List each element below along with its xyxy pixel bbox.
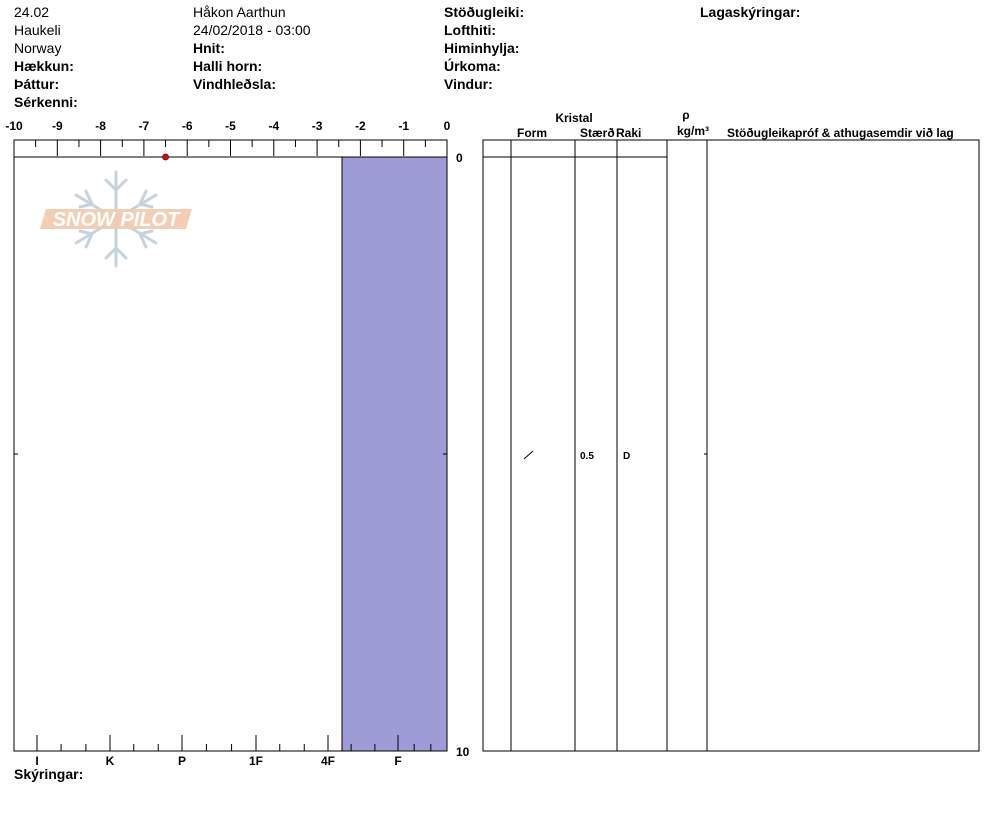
depth-axis: 0 10 (456, 151, 470, 759)
temp-tick-label: -6 (182, 119, 193, 133)
hardness-tick-label: 1F (249, 754, 263, 768)
hardness-axis: I K P 1F 4F F (35, 735, 432, 768)
logo-text: SNOW PILOT (53, 209, 181, 231)
temperature-point (162, 153, 169, 161)
location: Haukeli (14, 22, 61, 38)
sky-label: Himinhylja: (444, 40, 520, 56)
density-unit: kg/m³ (677, 124, 709, 138)
datetime: 24/02/2018 - 03:00 (193, 22, 311, 38)
temp-tick-label: 0 (444, 119, 451, 133)
logo-banner (40, 209, 192, 229)
temp-tick-label: -10 (5, 119, 23, 133)
hardness-tick-label: K (106, 754, 115, 768)
table-frame (482, 139, 980, 752)
density-symbol: ρ (682, 108, 689, 122)
temp-tick-label: -9 (52, 119, 63, 133)
layer-table: Kristal Form Stærð Raki ρ kg/m³ Stöðugle… (482, 108, 980, 752)
depth-label: 10 (456, 745, 470, 759)
moisture-header: Raki (616, 126, 641, 140)
aspect-label: Þáttur: (14, 76, 60, 92)
hardness-tick-label: I (35, 754, 38, 768)
temperature-points (162, 153, 169, 161)
coords-label: Hnit: (193, 40, 225, 56)
temperature-axis: -10 -9 -8 -7 -6 -5 -4 -3 -2 -1 0 (5, 119, 451, 156)
wind-label: Vindur: (444, 76, 493, 92)
comments-header: Stöðugleikapróf & athugasemdir við lag (727, 126, 954, 140)
temp-tick-label: -1 (398, 119, 409, 133)
layer-moisture: D (623, 451, 630, 462)
crystal-header: Kristal (555, 111, 592, 125)
temp-tick-label: -5 (225, 119, 236, 133)
layer-notes-label: Lagaskýringar: (700, 4, 801, 20)
hardness-bar (341, 156, 448, 752)
size-header: Stærð (580, 126, 615, 140)
observer: Håkon Aarthun (193, 4, 286, 20)
form-header: Form (517, 126, 547, 140)
temp-tick-label: -8 (95, 119, 106, 133)
wind-loading-label: Vindhleðsla: (193, 76, 276, 92)
hardness-bars (341, 156, 448, 752)
slope-label: Halli horn: (193, 58, 263, 74)
temp-tick-label: -4 (268, 119, 279, 133)
hardness-tick-label: P (178, 754, 186, 768)
stability-label: Stöðugleiki: (444, 4, 525, 20)
form-symbol-glyph (523, 450, 534, 460)
snowpilot-logo: SNOW PILOT (40, 170, 192, 268)
precip-label: Úrkoma: (444, 58, 501, 74)
temp-tick-label: -2 (355, 119, 366, 133)
hardness-tick-label: F (394, 754, 401, 768)
temp-tick-label: -3 (312, 119, 323, 133)
depth-label: 0 (456, 151, 463, 165)
date: 24.02 (14, 4, 50, 20)
air-temp-label: Lofthiti: (444, 22, 497, 38)
notes-label: Skýringar: (14, 766, 84, 782)
temp-tick-label: -7 (139, 119, 150, 133)
country: Norway (14, 40, 62, 56)
layer-size: 0.5 (580, 451, 594, 462)
hardness-tick-label: 4F (321, 754, 335, 768)
features-label: Sérkenni: (14, 94, 78, 110)
elevation-label: Hækkun: (14, 58, 74, 74)
